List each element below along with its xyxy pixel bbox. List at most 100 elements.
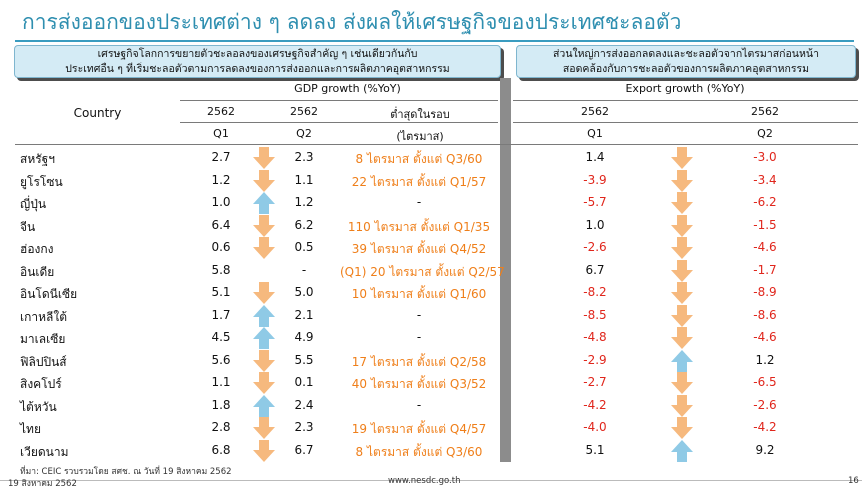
gdp-q1-value: 2.7 (211, 150, 231, 164)
lowest-since: 17 ไตรมาส ตั้งแต่ Q2/58 (351, 354, 487, 369)
gdp-q2-value: 1.2 (294, 195, 314, 209)
page-number: 16 (848, 476, 859, 486)
gdp-q1-value: 5.6 (211, 352, 231, 367)
lowest-since: 10 ไตรมาส ตั้งแต่ Q1/60 (351, 287, 487, 301)
country-header: Country (73, 106, 122, 120)
arrow-down-icon (671, 147, 693, 169)
arrow-up-icon (671, 439, 693, 462)
header-rule (513, 100, 858, 101)
gdp-header: GDP growth (%YoY) (294, 82, 401, 95)
arrow-down-icon (671, 282, 693, 304)
export-q2-value: -6.5 (753, 375, 777, 389)
gdp-q1-value: 1.2 (211, 172, 231, 187)
gdp-q2-value: 2.1 (294, 307, 314, 322)
lowest-since: - (416, 195, 422, 209)
gdp-q1-value: 5.1 (211, 285, 231, 299)
footer-date: 19 สิงหาคม 2562 (8, 479, 77, 489)
export-q2-value: -8.9 (753, 285, 777, 299)
right-summary-box: ส่วนใหญ่การส่งออกลดลงและชะลอตัวจากไตรมาส… (516, 45, 856, 78)
export-q2-value: -4.6 (753, 330, 777, 344)
exp-year-q1: 2562 (581, 105, 609, 118)
header-rule (180, 122, 498, 123)
country-name: ญี่ปุ่น (20, 197, 47, 211)
country-name: ฮ่องกง (20, 242, 54, 256)
source-note: ที่มา: CEIC รวบรวมโดย สศช. ณ วันที่ 19 ส… (20, 467, 232, 477)
export-q2-value: -8.6 (753, 307, 777, 322)
export-q2-value: -3.0 (753, 150, 777, 164)
gdp-q1-value: 1.1 (211, 375, 231, 389)
arrow-up-icon (253, 304, 275, 327)
gdp-q2-value: 6.2 (294, 217, 314, 232)
export-q1-value: -5.7 (583, 195, 607, 209)
country-name: ยูโรโซน (20, 174, 63, 189)
export-q2-value: -1.5 (753, 217, 777, 232)
gdp-q1-value: 4.5 (211, 330, 231, 344)
exp-year-q2: 2562 (751, 105, 779, 118)
arrow-down-icon (253, 237, 275, 259)
gdp-year-q2: 2562 (290, 105, 318, 118)
export-q2-value: -2.6 (753, 397, 777, 412)
country-name: ไต้หวัน (20, 399, 57, 414)
left-summary-line: ประเทศอื่น ๆ ที่เริ่มชะลอตัวตามการลดลงขอ… (65, 63, 450, 75)
header-rule (513, 122, 858, 123)
gdp-lowest-unit: (ไตรมาส) (396, 130, 444, 143)
gdp-q1-value: 6.8 (211, 442, 231, 457)
export-q1-value: 1.4 (585, 150, 605, 164)
gdp-q1-value: 6.4 (211, 217, 231, 232)
footer-url: www.nesdc.go.th (388, 476, 461, 486)
lowest-since: - (416, 307, 422, 322)
arrow-down-icon (671, 259, 693, 282)
gdp-q2-value: 1.1 (294, 172, 314, 187)
export-q1-value: -2.7 (583, 375, 607, 389)
gdp-q1-value: 1.8 (211, 397, 231, 412)
header-bottom-rule (15, 144, 858, 145)
gdp-q1-value: 0.6 (211, 240, 231, 254)
right-summary-line: สอดคล้องกับการชะลอตัวของการผลิตภาคอุตสาห… (562, 63, 810, 75)
arrow-down-icon (253, 372, 275, 394)
export-q1-value: 5.1 (585, 442, 605, 457)
arrow-down-icon (671, 304, 693, 327)
gdp-q1-value: 5.8 (211, 262, 231, 277)
arrow-up-icon (253, 394, 275, 417)
lowest-since: 39 ไตรมาส ตั้งแต่ Q4/52 (351, 242, 487, 256)
gdp-q2-value: 0.5 (294, 240, 314, 254)
export-q2-value: -3.4 (753, 172, 777, 187)
lowest-since: 40 ไตรมาส ตั้งแต่ Q3/52 (351, 377, 487, 391)
export-q1-value: -8.5 (583, 307, 607, 322)
lowest-since: - (416, 397, 422, 412)
arrow-up-icon (253, 327, 275, 349)
gdp-q2-value: 4.9 (294, 330, 314, 344)
gdp-q2-value: 6.7 (294, 442, 314, 457)
exp-q2-header: Q2 (757, 127, 773, 140)
arrow-down-icon (671, 169, 693, 192)
gdp-q2-value: - (301, 262, 307, 277)
arrow-down-icon (671, 237, 693, 259)
gdp-q2-value: 5.5 (294, 352, 314, 367)
arrow-down-icon (253, 214, 275, 237)
lowest-since: (Q1) 20 ไตรมาส ตั้งแต่ Q2/57 (340, 264, 505, 279)
export-q1-value: -4.2 (583, 397, 607, 412)
arrow-down-icon (671, 192, 693, 214)
country-name: ไทย (20, 422, 41, 436)
right-summary-line: ส่วนใหญ่การส่งออกลดลงและชะลอตัวจากไตรมาส… (553, 48, 819, 60)
arrow-down-icon (671, 327, 693, 349)
gdp-q1-header: Q1 (213, 127, 229, 140)
arrow-down-icon (253, 147, 275, 169)
country-name: จีน (20, 219, 36, 234)
export-q1-value: -2.9 (583, 352, 607, 367)
gdp-q2-value: 2.3 (294, 150, 314, 164)
country-name: สิงคโปร์ (20, 377, 62, 391)
arrow-down-icon (671, 372, 693, 394)
export-q1-value: -4.8 (583, 330, 607, 344)
arrow-down-icon (253, 169, 275, 192)
export-q2-value: -4.2 (753, 420, 777, 434)
export-q1-value: 6.7 (585, 262, 605, 277)
gdp-q2-value: 5.0 (294, 285, 314, 299)
country-name: อินเดีย (20, 264, 55, 279)
gdp-q2-value: 2.3 (294, 420, 314, 434)
gdp-q2-value: 2.4 (294, 397, 314, 412)
country-name: สหรัฐฯ (20, 152, 56, 166)
gdp-q2-value: 0.1 (294, 375, 314, 389)
export-q2-value: 9.2 (755, 442, 775, 457)
export-q2-value: -1.7 (753, 262, 777, 277)
